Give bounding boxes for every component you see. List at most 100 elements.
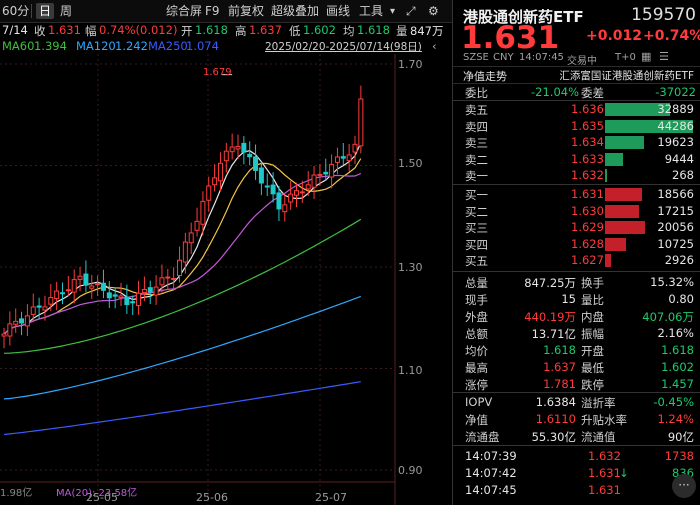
f9-button[interactable]: F9 <box>205 4 220 18</box>
candle <box>282 192 288 222</box>
ask-volume: 44286 <box>657 118 694 133</box>
stat-row: 涨停 1.781 跌停 1.457 <box>453 376 700 392</box>
candle-body <box>235 145 241 150</box>
stat-row: 总量 847.25万 换手 15.32% <box>453 274 700 290</box>
candle <box>334 147 340 174</box>
candlestick-chart[interactable] <box>0 54 452 505</box>
candle <box>247 141 253 166</box>
candle-body <box>24 315 30 327</box>
period-selector[interactable]: 60分 <box>2 4 30 18</box>
tick-price: 1.631 <box>588 483 621 497</box>
tab-daily[interactable]: 日 <box>36 3 55 19</box>
ma120-label: MA120 <box>76 39 116 53</box>
settings-icon[interactable]: ⚙ <box>428 4 439 18</box>
ma60-line <box>3 218 362 354</box>
candle <box>77 266 83 292</box>
candle-body <box>188 232 194 244</box>
stat-value: 1.6110 <box>535 412 576 426</box>
trading-status: 交易中 <box>567 56 597 67</box>
candle <box>1 327 7 349</box>
super-overlay-button[interactable]: 超级叠加 <box>271 4 320 18</box>
bid-row[interactable]: 买四 1.628 10725 <box>453 236 700 252</box>
candle <box>288 180 294 210</box>
ask-row[interactable]: 卖二 1.633 9444 <box>453 151 700 167</box>
volume-legend-left: 1.98亿 <box>0 488 33 499</box>
bid-price: 1.628 <box>571 236 604 251</box>
stat-value: 2.16% <box>657 326 694 340</box>
candle <box>36 297 42 320</box>
stat-row: 总额 13.71亿 振幅 2.16% <box>453 325 700 341</box>
candle-body <box>241 142 247 153</box>
ask-volume-bar <box>605 103 671 116</box>
ask-price: 1.632 <box>571 168 604 182</box>
ratio-label: 委比 <box>465 86 488 100</box>
tools-chevron-icon[interactable]: ▾ <box>390 6 396 17</box>
candle <box>83 260 89 293</box>
tab-nav-trend[interactable]: 净值走势 <box>463 70 507 83</box>
candle-body <box>182 241 188 263</box>
candle <box>95 275 101 297</box>
more-icon[interactable]: ··· <box>672 474 696 498</box>
candle-body <box>13 320 19 325</box>
stat-label: 开盘 <box>581 344 604 358</box>
candle-body <box>48 297 54 305</box>
fund-name-tab[interactable]: 汇添富国证港股通创新药ETF <box>559 70 694 82</box>
candle <box>317 164 323 186</box>
chevron-left-icon[interactable]: ‹ <box>432 39 437 53</box>
ask-volume: 268 <box>672 168 694 182</box>
expand-icon[interactable]: ⤢ <box>406 4 416 18</box>
tools-button[interactable]: 工具 <box>359 4 384 18</box>
ma60-label: MA60 <box>2 39 35 53</box>
avg-value: 1.618 <box>357 23 390 37</box>
bid-level-label: 买二 <box>465 204 488 219</box>
ask-row[interactable]: 卖一 1.632 268 <box>453 167 700 183</box>
candle-body <box>247 153 253 158</box>
ask-level-label: 卖一 <box>465 169 488 183</box>
tick-row: 14:07:39 1.632 1738 <box>453 448 700 464</box>
bid-price: 1.630 <box>571 203 604 218</box>
candle <box>165 268 171 290</box>
candle <box>153 275 159 306</box>
bid-price: 1.629 <box>571 220 604 234</box>
candle <box>42 295 48 321</box>
draw-line-button[interactable]: 画线 <box>326 4 351 18</box>
forward-adjust-button[interactable]: 前复权 <box>228 4 265 18</box>
candle-body <box>299 191 305 194</box>
candle-body <box>223 150 229 162</box>
moving-average-lines <box>3 142 362 436</box>
ma60-value: 1.394 <box>34 39 67 53</box>
low-value: 1.602 <box>303 23 336 37</box>
tick-volume: 1738 <box>664 449 694 463</box>
low-label: 低 <box>289 24 301 38</box>
ask-volume-bar <box>605 136 644 149</box>
divider <box>453 445 700 446</box>
panel-divider <box>452 0 453 505</box>
ask-level-label: 卖四 <box>465 119 488 134</box>
candle <box>147 280 153 305</box>
down-arrow-icon: ↓ <box>619 466 629 480</box>
candle <box>305 171 311 197</box>
bid-row[interactable]: 买一 1.631 18566 <box>453 186 700 202</box>
ask-price: 1.635 <box>571 118 604 133</box>
candle-body <box>165 276 171 279</box>
bid-row[interactable]: 买三 1.629 20056 <box>453 219 700 235</box>
composite-screen-button[interactable]: 综合屏 <box>166 4 203 18</box>
candle-body <box>177 259 182 276</box>
candle-body <box>147 287 153 293</box>
candle-body <box>95 283 101 286</box>
ask-row[interactable]: 卖三 1.634 19623 <box>453 134 700 150</box>
ask-row[interactable]: 卖四 1.635 44286 <box>453 118 700 134</box>
candle-body <box>153 286 159 296</box>
grid-icon[interactable]: ▦ <box>641 50 652 63</box>
stat-value: 0.80 <box>668 292 694 306</box>
bid-row[interactable]: 买二 1.630 17215 <box>453 203 700 219</box>
ask-row[interactable]: 卖五 1.636 32889 <box>453 101 700 117</box>
candle-body <box>71 279 77 293</box>
bid-row[interactable]: 买五 1.627 2926 <box>453 252 700 268</box>
y-tick-label: 1.30 <box>398 261 423 274</box>
list-icon[interactable]: ☰ <box>659 50 669 63</box>
ask-level-label: 卖三 <box>465 136 488 150</box>
tab-weekly[interactable]: 周 <box>60 4 73 18</box>
date-range[interactable]: 2025/02/20-2025/07/14(98日) <box>265 41 422 53</box>
stat-row: 外盘 440.19万 内盘 407.06万 <box>453 308 700 324</box>
